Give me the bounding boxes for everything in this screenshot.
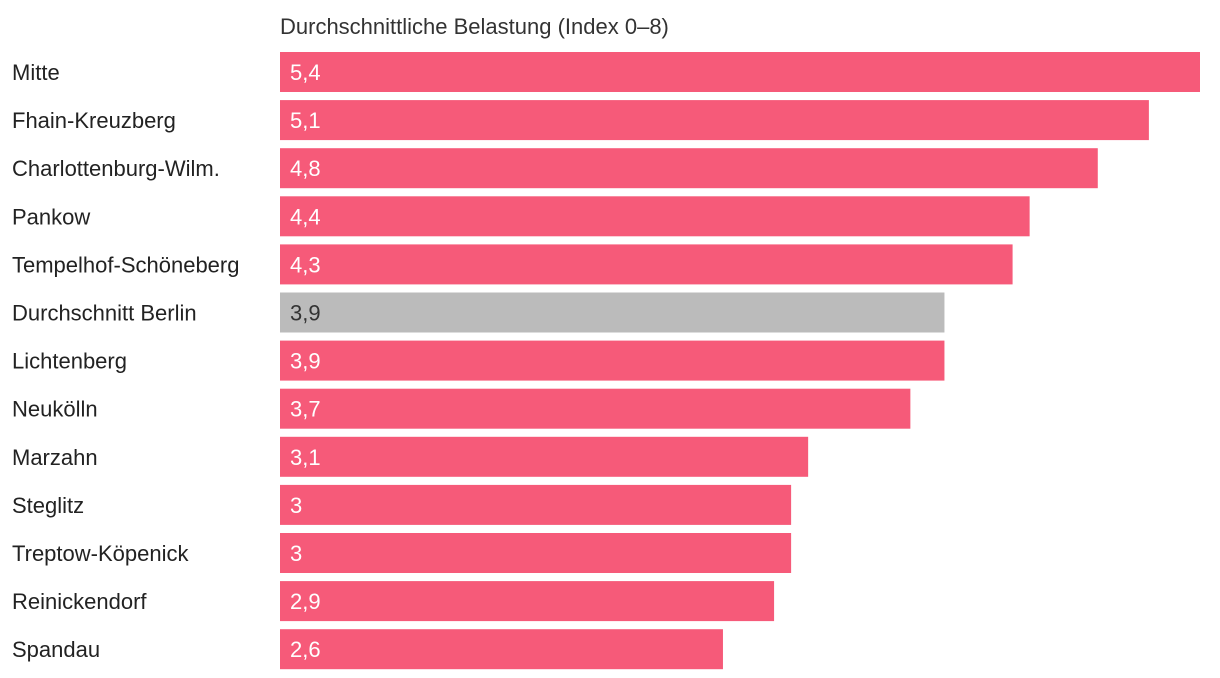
bar-neukoelln	[280, 388, 911, 429]
value-label-fhain-kreuzberg: 5,1	[290, 108, 321, 133]
value-label-marzahn: 3,1	[290, 445, 321, 470]
bar-charlottenburg-wilm	[280, 148, 1098, 189]
value-label-durchschnitt-berlin: 3,9	[290, 301, 321, 326]
bar-spandau	[280, 629, 723, 670]
value-label-tempelhof-schoeneberg: 4,3	[290, 252, 321, 277]
category-label-durchschnitt-berlin: Durchschnitt Berlin	[12, 301, 197, 326]
category-label-reinickendorf: Reinickendorf	[12, 589, 147, 614]
category-label-fhain-kreuzberg: Fhain-Kreuzberg	[12, 108, 176, 133]
value-label-lichtenberg: 3,9	[290, 349, 321, 374]
bar-mitte	[280, 52, 1200, 92]
category-label-neukoelln: Neukölln	[12, 397, 98, 422]
category-label-tempelhof-schoeneberg: Tempelhof-Schöneberg	[12, 252, 239, 277]
chart-title: Durchschnittliche Belastung (Index 0–8)	[280, 14, 669, 39]
bar-fhain-kreuzberg	[280, 100, 1149, 141]
value-label-neukoelln: 3,7	[290, 397, 321, 422]
value-label-mitte: 5,4	[290, 60, 321, 85]
category-label-spandau: Spandau	[12, 637, 100, 662]
value-label-charlottenburg-wilm: 4,8	[290, 156, 321, 181]
bar-pankow	[280, 196, 1030, 237]
value-label-pankow: 4,4	[290, 204, 321, 229]
bar-durchschnitt-berlin	[280, 292, 945, 333]
category-label-charlottenburg-wilm: Charlottenburg-Wilm.	[12, 156, 220, 181]
bar-reinickendorf	[280, 581, 775, 622]
bar-treptow-koepenick	[280, 533, 792, 573]
category-label-marzahn: Marzahn	[12, 445, 98, 470]
category-label-pankow: Pankow	[12, 204, 90, 229]
value-label-spandau: 2,6	[290, 637, 321, 662]
value-label-treptow-koepenick: 3	[290, 541, 302, 566]
bars-layer: Mitte 5,4 Fhain-Kreuzberg 5,1 Charlottenburg…	[12, 52, 1200, 670]
bar-marzahn	[280, 436, 809, 477]
category-label-mitte: Mitte	[12, 60, 60, 85]
category-label-steglitz: Steglitz	[12, 493, 84, 518]
bar-tempelhof-schoeneberg	[280, 244, 1013, 285]
category-label-treptow-koepenick: Treptow-Köpenick	[12, 541, 189, 566]
bar-steglitz	[280, 484, 792, 525]
category-label-lichtenberg: Lichtenberg	[12, 349, 127, 374]
value-label-steglitz: 3	[290, 493, 302, 518]
bar-lichtenberg	[280, 340, 945, 381]
value-label-reinickendorf: 2,9	[290, 589, 321, 614]
